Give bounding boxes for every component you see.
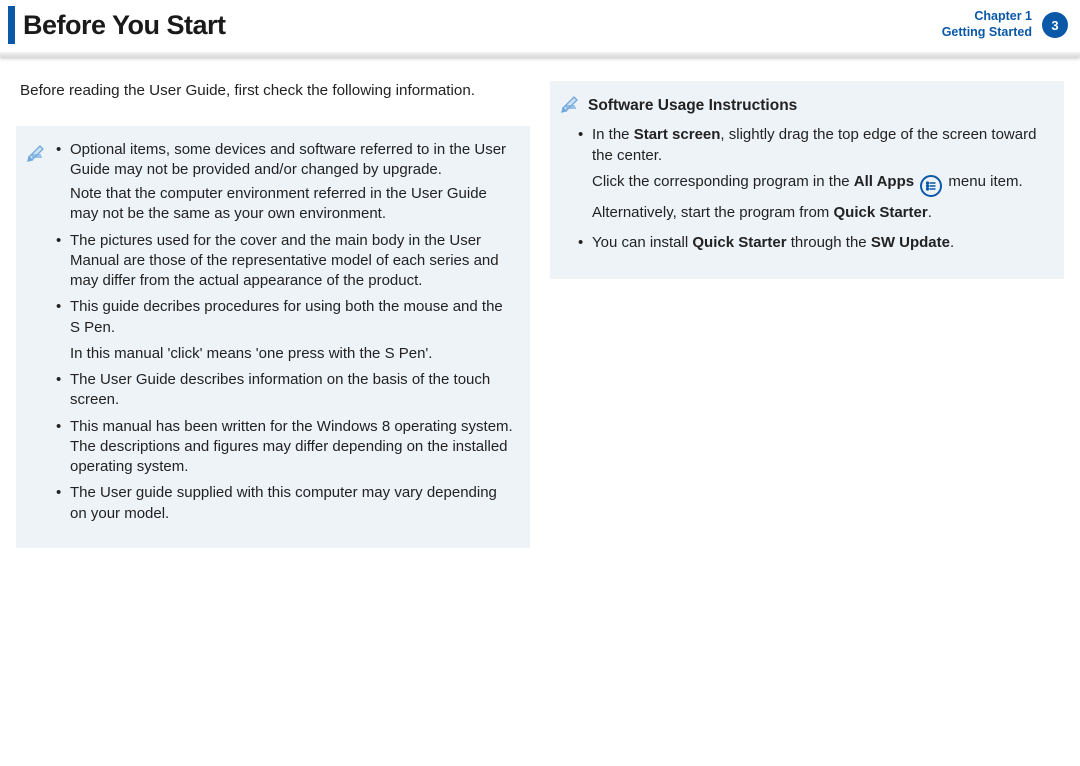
- bold-text: Start screen: [634, 126, 721, 143]
- list-item: Optional items, some devices and softwar…: [54, 140, 514, 225]
- bold-text: SW Update: [871, 234, 950, 251]
- text-span: You can install: [592, 234, 692, 251]
- instructions-list: In the Start screen, slightly drag the t…: [560, 125, 1046, 253]
- header-left: Before You Start: [8, 6, 226, 44]
- instructions-header: Software Usage Instructions: [560, 93, 1046, 119]
- item-text: The User guide supplied with this comput…: [70, 484, 497, 521]
- note-icon: [26, 142, 48, 530]
- text-span: .: [928, 204, 932, 221]
- notes-box: Optional items, some devices and softwar…: [16, 126, 530, 548]
- instruction-line: Alternatively, start the program from Qu…: [592, 203, 1046, 223]
- list-item: The pictures used for the cover and the …: [54, 231, 514, 292]
- notes-list: Optional items, some devices and softwar…: [54, 140, 514, 530]
- item-text: The pictures used for the cover and the …: [70, 232, 499, 290]
- note-icon: [560, 93, 582, 119]
- instruction-line: Click the corresponding program in the A…: [592, 172, 1046, 197]
- item-text: This manual has been written for the Win…: [70, 418, 513, 476]
- text-span: .: [950, 234, 954, 251]
- page-header: Before You Start Chapter 1 Getting Start…: [0, 0, 1080, 52]
- bold-text: Quick Starter: [692, 234, 786, 251]
- bold-text: All Apps: [854, 173, 914, 190]
- text-span: Click the corresponding program in the: [592, 173, 854, 190]
- bold-text: Quick Starter: [833, 204, 927, 221]
- right-column: Software Usage Instructions In the Start…: [550, 81, 1064, 548]
- chapter-line2: Getting Started: [942, 25, 1032, 41]
- accent-bar: [8, 6, 15, 44]
- left-column: Before reading the User Guide, first che…: [16, 81, 530, 548]
- list-item: The User guide supplied with this comput…: [54, 483, 514, 524]
- page-title: Before You Start: [23, 10, 226, 41]
- item-text: This guide decribes procedures for using…: [70, 298, 503, 335]
- instructions-title: Software Usage Instructions: [588, 96, 797, 117]
- page-number-badge: 3: [1042, 12, 1068, 38]
- item-text: The User Guide describes information on …: [70, 371, 490, 408]
- instructions-box: Software Usage Instructions In the Start…: [550, 81, 1064, 279]
- list-item: This guide decribes procedures for using…: [54, 297, 514, 364]
- chapter-line1: Chapter 1: [942, 9, 1032, 25]
- document-page: Before You Start Chapter 1 Getting Start…: [0, 0, 1080, 766]
- all-apps-icon: [920, 175, 942, 197]
- content-columns: Before reading the User Guide, first che…: [0, 59, 1080, 548]
- text-span: Alternatively, start the program from: [592, 204, 833, 221]
- list-item: In the Start screen, slightly drag the t…: [576, 125, 1046, 223]
- header-right: Chapter 1 Getting Started 3: [942, 9, 1068, 40]
- text-span: through the: [787, 234, 871, 251]
- list-item: This manual has been written for the Win…: [54, 417, 514, 478]
- text-span: In the: [592, 126, 634, 143]
- header-divider: [0, 52, 1080, 57]
- item-subtext: Note that the computer environment refer…: [70, 184, 514, 225]
- list-item: You can install Quick Starter through th…: [576, 233, 1046, 253]
- intro-text: Before reading the User Guide, first che…: [16, 81, 530, 102]
- item-text: Optional items, some devices and softwar…: [70, 141, 506, 178]
- text-span: menu item.: [948, 173, 1022, 190]
- item-subtext: In this manual 'click' means 'one press …: [70, 344, 514, 364]
- list-item: The User Guide describes information on …: [54, 370, 514, 411]
- chapter-label: Chapter 1 Getting Started: [942, 9, 1032, 40]
